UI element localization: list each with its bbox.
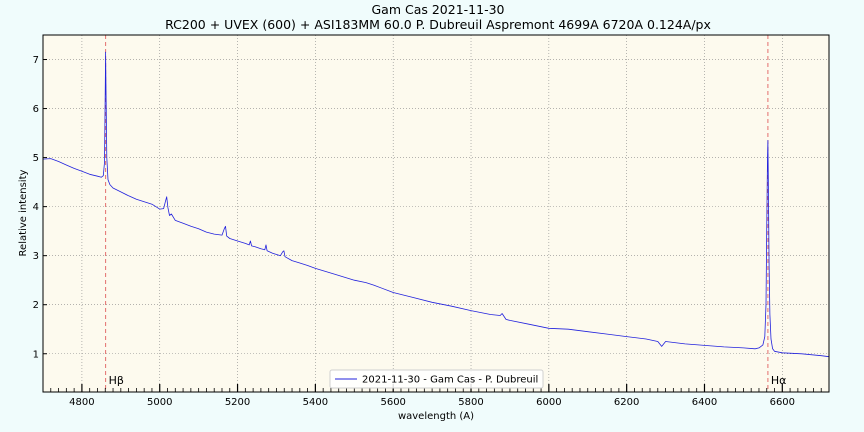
x-tick-label: 6200 — [614, 397, 639, 408]
y-tick-label: 3 — [33, 251, 39, 262]
y-gridlines — [43, 59, 829, 355]
y-tick-label: 6 — [33, 104, 39, 115]
series-layer — [42, 51, 830, 358]
y-tick-label: 4 — [33, 202, 39, 213]
legend: 2021-11-30 - Gam Cas - P. Dubreuil — [329, 369, 544, 389]
y-tick-label: 7 — [33, 55, 39, 66]
x-tick-label: 5400 — [303, 397, 328, 408]
x-tick-label: 5200 — [225, 397, 250, 408]
y-axis-ticks: 1 2 3 4 5 6 7 — [33, 55, 47, 360]
x-tick-label: 6600 — [770, 397, 795, 408]
chart-title: Gam Cas 2021-11-30 — [371, 2, 504, 17]
legend-entry: 2021-11-30 - Gam Cas - P. Dubreuil — [362, 375, 538, 386]
x-axis-ticks: 4800 5000 5200 5400 5600 5800 6000 6200 6400 6600 — [69, 384, 795, 408]
y-tick-label: 1 — [33, 349, 39, 360]
plot-area — [43, 35, 829, 392]
chart-subtitle: RC200 + UVEX (600) + ASI183MM 60.0 P. Du… — [165, 17, 711, 32]
legend-box — [329, 369, 544, 389]
x-tick-label: 5000 — [147, 397, 172, 408]
series-line — [42, 51, 830, 358]
x-axis-label: wavelength (A) — [398, 411, 474, 422]
reference-line-label: Hα — [771, 374, 787, 387]
reference-line-label: Hβ — [109, 374, 124, 387]
x-tick-label: 6000 — [536, 397, 561, 408]
reference-lines: Hβ Hα — [105, 35, 787, 392]
y-tick-label: 5 — [33, 153, 39, 164]
x-tick-label: 4800 — [69, 397, 94, 408]
x-tick-label: 6400 — [692, 397, 717, 408]
y-tick-label: 2 — [33, 300, 39, 311]
x-tick-label: 5800 — [458, 397, 483, 408]
x-minor-ticks — [42, 388, 830, 392]
y-axis-label: Relative intensity — [18, 169, 29, 256]
x-gridlines — [81, 35, 783, 392]
plot-frame — [42, 34, 830, 393]
x-tick-label: 5600 — [380, 397, 405, 408]
